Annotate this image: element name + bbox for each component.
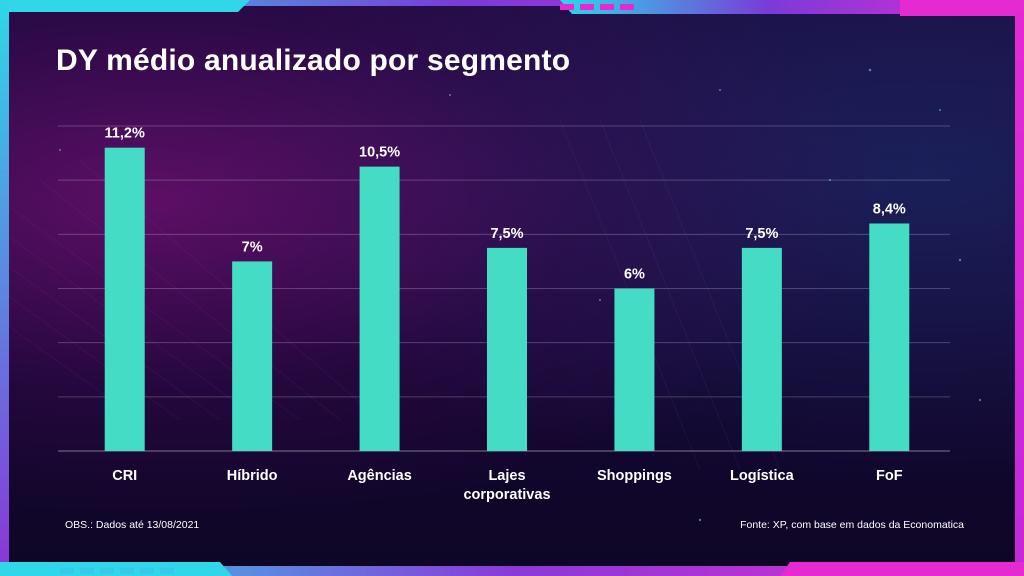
bar-híbrido	[232, 261, 273, 451]
x-tick-label: FoF	[876, 468, 903, 484]
bar-lajes-corporativas	[487, 247, 527, 451]
data-label: 6%	[624, 267, 645, 283]
bar-fof	[869, 223, 910, 451]
x-tick-label: Lajes corporativas	[463, 468, 550, 503]
x-tick-label: Shoppings	[597, 468, 672, 484]
x-tick-label: CRI	[112, 468, 137, 484]
x-tick-label: Híbrido	[227, 468, 278, 484]
data-label: 7%	[242, 239, 263, 255]
bar-cri	[104, 147, 145, 451]
x-tick-label: Agências	[347, 468, 411, 484]
data-label: 7,5%	[745, 226, 778, 242]
data-label: 8,4%	[873, 202, 906, 218]
data-label: 7,5%	[490, 226, 523, 242]
bar-agências	[359, 166, 400, 451]
chart-title: DY médio anualizado por segmento	[56, 44, 571, 77]
observation-note: OBS.: Dados até 13/08/2021	[65, 519, 200, 531]
bar-shoppings	[614, 288, 655, 451]
x-tick-label: Logística	[730, 468, 795, 484]
source-note: Fonte: XP, com base em dados da Economat…	[740, 519, 964, 531]
data-label: 11,2%	[105, 126, 145, 142]
bar-logística	[741, 247, 782, 451]
data-label: 10,5%	[359, 145, 400, 161]
